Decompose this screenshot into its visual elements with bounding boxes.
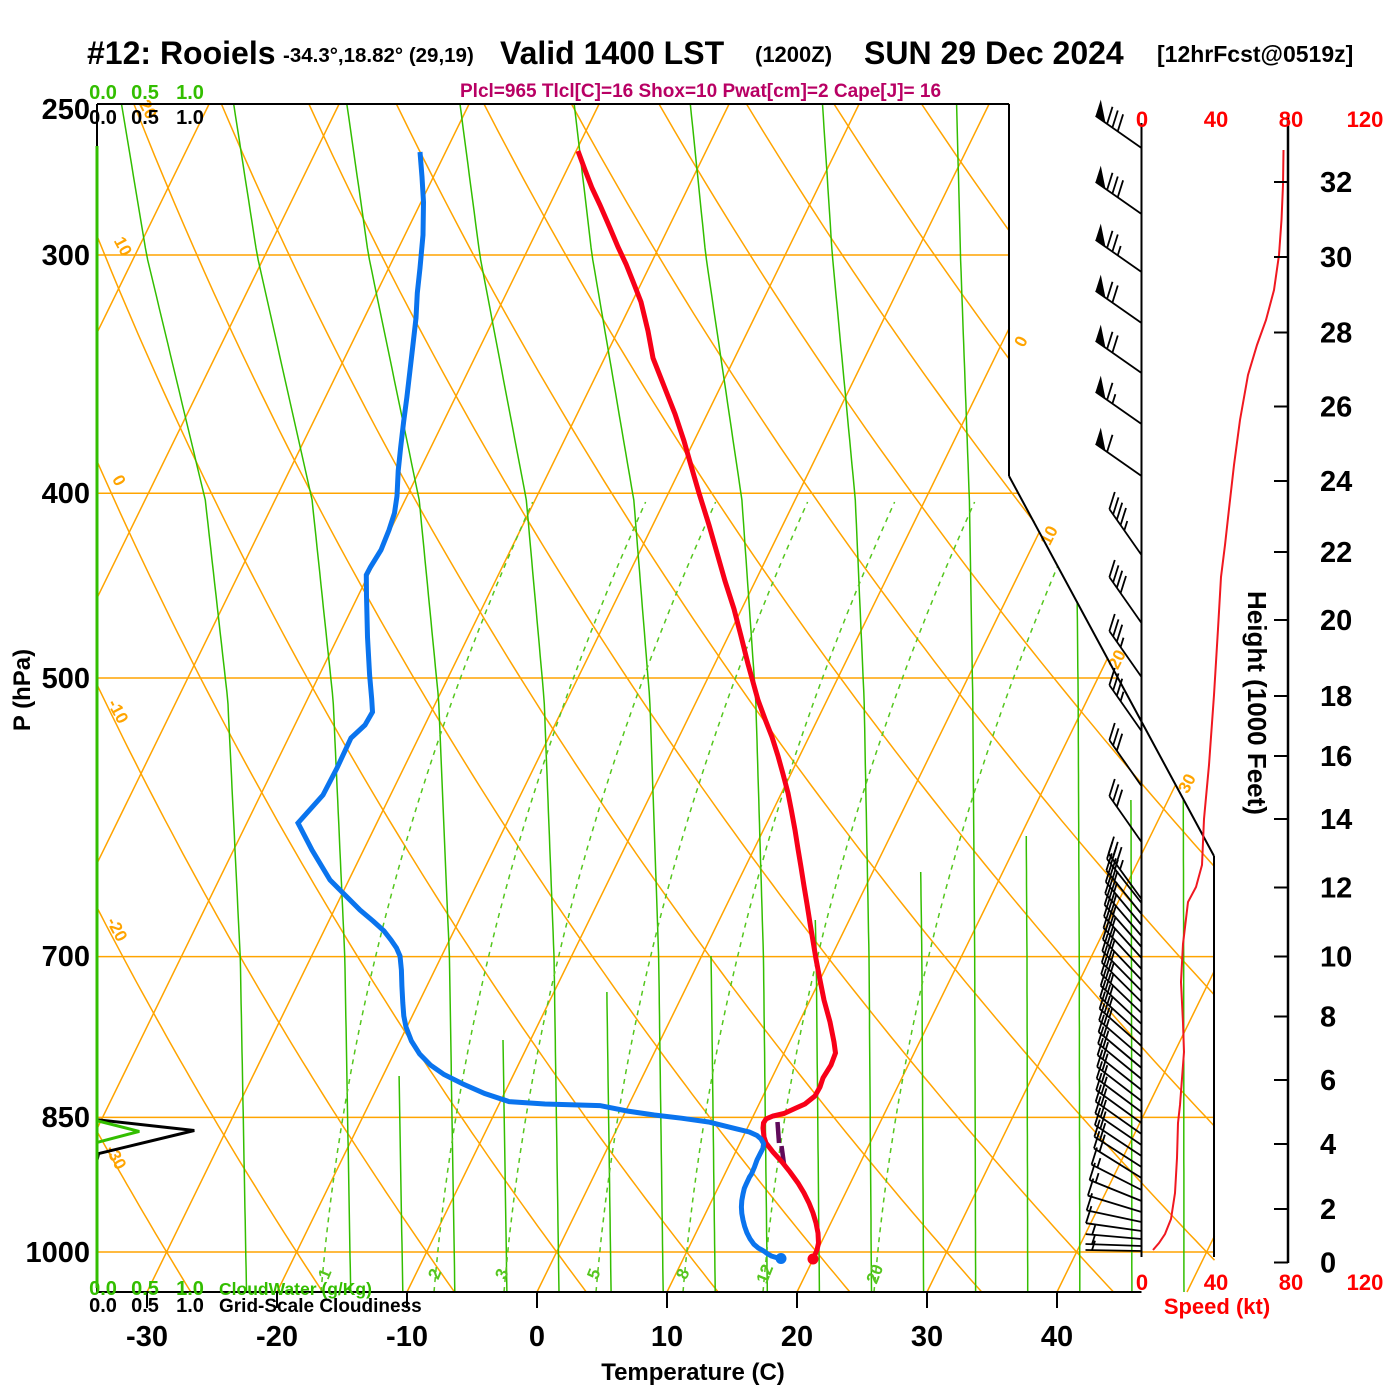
svg-text:-30: -30 [126, 1321, 168, 1353]
svg-text:18: 18 [1320, 681, 1352, 713]
svg-text:SUN 29 Dec 2024: SUN 29 Dec 2024 [864, 35, 1124, 71]
svg-text:0.0: 0.0 [89, 107, 117, 129]
svg-text:0.0: 0.0 [89, 1295, 117, 1317]
svg-text:CloudWater (g/Kg): CloudWater (g/Kg) [219, 1279, 372, 1299]
svg-text:8: 8 [1320, 1002, 1336, 1034]
svg-text:16: 16 [1320, 741, 1352, 773]
svg-text:P (hPa): P (hPa) [9, 649, 36, 731]
svg-text:0.5: 0.5 [131, 1295, 159, 1317]
svg-text:6: 6 [1320, 1065, 1336, 1097]
svg-text:4: 4 [1320, 1129, 1336, 1161]
svg-text:-34.3°,18.82° (29,19): -34.3°,18.82° (29,19) [283, 44, 474, 67]
svg-text:Grid-Scale Cloudiness: Grid-Scale Cloudiness [219, 1296, 422, 1317]
svg-text:0.5: 0.5 [131, 107, 159, 129]
svg-text:-10: -10 [386, 1321, 428, 1353]
svg-text:(1200Z): (1200Z) [755, 42, 832, 67]
svg-text:1.0: 1.0 [176, 1295, 204, 1317]
svg-text:250: 250 [42, 94, 90, 126]
svg-text:30: 30 [1320, 242, 1352, 274]
svg-text:120: 120 [1347, 107, 1384, 132]
svg-text:-20: -20 [256, 1321, 298, 1353]
svg-text:40: 40 [1204, 107, 1228, 132]
svg-text:0: 0 [1320, 1248, 1336, 1280]
svg-text:2: 2 [1320, 1194, 1336, 1226]
svg-text:Speed (kt): Speed (kt) [1164, 1294, 1270, 1319]
svg-text:120: 120 [1347, 1270, 1384, 1295]
svg-text:80: 80 [1279, 107, 1303, 132]
svg-text:Valid 1400 LST: Valid 1400 LST [500, 35, 725, 71]
svg-text:Temperature (C): Temperature (C) [601, 1359, 785, 1386]
svg-text:22: 22 [1320, 537, 1352, 569]
svg-text:0: 0 [1136, 1270, 1148, 1295]
svg-text:1.0: 1.0 [176, 1278, 204, 1300]
svg-text:850: 850 [42, 1102, 90, 1134]
svg-text:1.0: 1.0 [176, 82, 204, 104]
svg-text:1000: 1000 [25, 1237, 90, 1269]
svg-text:32: 32 [1320, 167, 1352, 199]
svg-text:10: 10 [1320, 942, 1352, 974]
svg-text:0.5: 0.5 [131, 1278, 159, 1300]
svg-text:24: 24 [1320, 466, 1352, 498]
svg-text:[12hrFcst@0519z]: [12hrFcst@0519z] [1157, 41, 1353, 67]
svg-text:400: 400 [42, 478, 90, 510]
svg-text:28: 28 [1320, 318, 1352, 350]
svg-text:0.0: 0.0 [89, 82, 117, 104]
svg-text:40: 40 [1204, 1270, 1228, 1295]
svg-text:0: 0 [1136, 107, 1148, 132]
svg-text:Plcl=965 Tlcl[C]=16 Shox=10 Pw: Plcl=965 Tlcl[C]=16 Shox=10 Pwat[cm]=2 C… [460, 81, 941, 102]
svg-text:80: 80 [1279, 1270, 1303, 1295]
svg-text:12: 12 [1320, 873, 1352, 905]
svg-text:0.0: 0.0 [89, 1278, 117, 1300]
svg-text:20: 20 [1320, 605, 1352, 637]
svg-text:40: 40 [1041, 1321, 1073, 1353]
svg-text:10: 10 [651, 1321, 683, 1353]
svg-text:20: 20 [781, 1321, 813, 1353]
svg-text:0: 0 [529, 1321, 545, 1353]
svg-text:14: 14 [1320, 804, 1352, 836]
svg-text:Height (1000 Feet): Height (1000 Feet) [1242, 591, 1272, 815]
svg-text:1.0: 1.0 [176, 107, 204, 129]
svg-text:26: 26 [1320, 392, 1352, 424]
svg-text:500: 500 [42, 663, 90, 695]
svg-text:300: 300 [42, 240, 90, 272]
svg-text:0.5: 0.5 [131, 82, 159, 104]
svg-text:700: 700 [42, 941, 90, 973]
svg-text:30: 30 [911, 1321, 943, 1353]
svg-text:#12: Rooiels: #12: Rooiels [87, 35, 276, 71]
